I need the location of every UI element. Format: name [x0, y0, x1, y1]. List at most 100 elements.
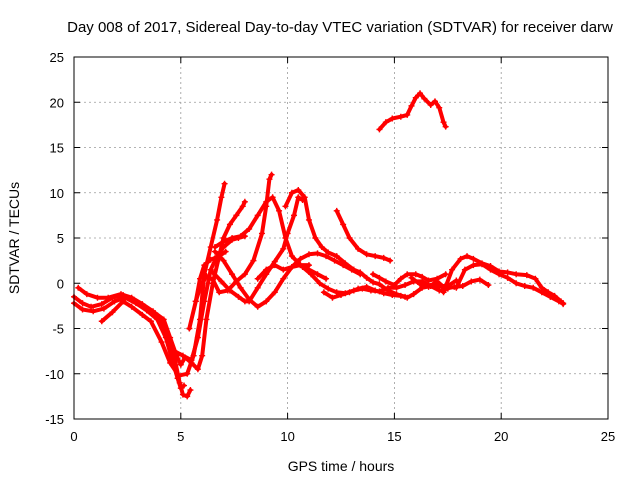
data-point	[184, 370, 191, 377]
data-point	[282, 235, 289, 241]
data-point	[128, 294, 135, 301]
data-point	[288, 263, 295, 270]
data-point	[250, 257, 257, 264]
data-point	[237, 233, 244, 240]
data-point	[425, 283, 432, 290]
data-point	[297, 255, 304, 262]
data-point	[470, 255, 477, 262]
data-point	[209, 269, 216, 276]
data-point	[513, 271, 520, 278]
series-s9	[209, 194, 306, 305]
data-point	[175, 372, 182, 379]
y-tick-label: 5	[57, 231, 64, 246]
data-point	[188, 359, 195, 366]
data-point	[214, 216, 221, 223]
data-point	[389, 292, 396, 299]
data-point	[216, 289, 223, 296]
data-point	[485, 282, 492, 289]
data-point	[271, 262, 278, 269]
series-s13	[282, 187, 409, 300]
data-point	[192, 298, 199, 305]
data-point	[421, 95, 428, 102]
data-point	[222, 248, 229, 255]
data-point	[291, 212, 298, 219]
data-point	[357, 269, 364, 276]
data-point	[376, 274, 383, 281]
data-point	[408, 102, 415, 109]
data-point	[417, 90, 424, 97]
data-point	[201, 262, 208, 269]
data-point	[197, 275, 204, 282]
x-tick-label: 0	[70, 429, 77, 444]
data-point	[397, 113, 404, 120]
x-tick-label: 20	[494, 429, 508, 444]
data-point	[117, 291, 124, 298]
data-point	[229, 235, 236, 241]
data-point	[171, 348, 178, 355]
data-point	[246, 225, 253, 232]
data-point	[389, 115, 396, 122]
data-point	[75, 284, 82, 291]
data-point	[128, 303, 135, 310]
data-point	[186, 325, 193, 332]
data-point	[504, 274, 511, 281]
data-point	[218, 194, 225, 201]
data-point	[254, 275, 261, 282]
data-point	[271, 289, 278, 296]
data-point	[203, 316, 210, 323]
data-point	[176, 379, 183, 386]
data-point	[412, 271, 419, 278]
data-point	[355, 285, 362, 292]
data-point	[254, 212, 261, 219]
data-point	[105, 294, 112, 301]
data-point	[276, 207, 283, 214]
data-point	[521, 282, 528, 289]
data-point	[237, 284, 244, 291]
data-point	[288, 253, 295, 260]
data-point	[320, 289, 327, 296]
data-point	[323, 253, 330, 260]
data-point	[464, 253, 471, 260]
data-point	[209, 276, 216, 283]
data-point	[372, 253, 379, 260]
data-point	[182, 354, 189, 361]
series-s21	[408, 274, 492, 292]
data-point	[120, 298, 127, 305]
series-line	[213, 249, 363, 309]
data-point	[363, 283, 370, 290]
data-point	[158, 339, 165, 346]
data-point	[380, 254, 387, 261]
data-point	[280, 245, 287, 252]
data-point	[404, 271, 411, 278]
data-point	[476, 276, 483, 283]
data-point	[211, 244, 218, 251]
data-point	[314, 271, 321, 278]
y-tick-label: 15	[50, 141, 64, 156]
data-point	[404, 111, 411, 118]
data-point	[220, 257, 227, 264]
data-point	[295, 187, 302, 194]
data-point	[417, 281, 424, 288]
data-point	[331, 257, 338, 264]
data-point	[459, 282, 466, 289]
series-s15	[333, 207, 394, 264]
data-point	[221, 180, 228, 187]
data-point	[305, 251, 312, 258]
data-point	[254, 303, 261, 310]
data-point	[342, 260, 349, 267]
data-point	[269, 194, 276, 201]
data-point	[94, 294, 101, 301]
data-point	[199, 352, 206, 359]
series-line	[183, 199, 247, 372]
data-point	[431, 98, 438, 105]
data-point	[457, 255, 464, 262]
data-point	[410, 291, 417, 298]
series-line	[210, 195, 305, 304]
grid	[73, 56, 609, 420]
data-point	[239, 203, 246, 210]
data-point	[98, 301, 105, 308]
data-point	[258, 230, 265, 237]
data-point	[194, 366, 201, 373]
data-point	[167, 359, 174, 366]
data-point	[139, 301, 146, 308]
